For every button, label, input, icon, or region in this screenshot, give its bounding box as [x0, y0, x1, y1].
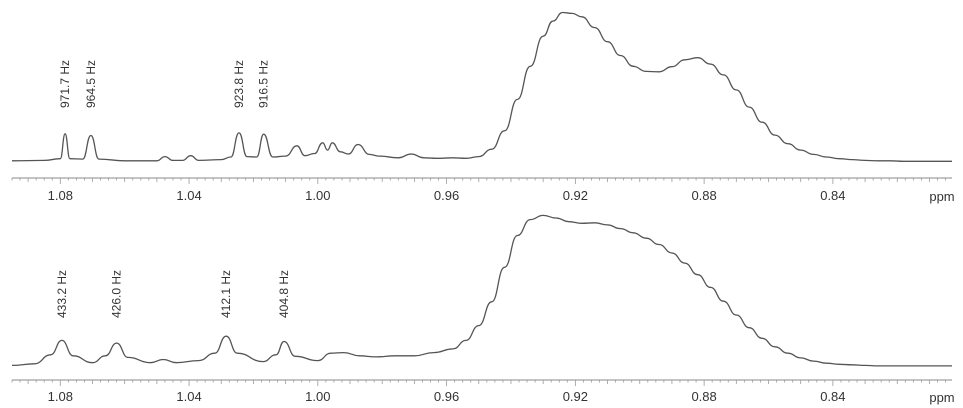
peak-frequency-label: 404.8 Hz	[277, 270, 291, 318]
tick-label: 0.84	[820, 389, 845, 404]
tick-label: 1.04	[176, 389, 201, 404]
tick-label: 0.92	[563, 389, 588, 404]
spectrum-line	[11, 214, 952, 367]
peak-frequency-label: 923.8 Hz	[232, 60, 246, 108]
tick-label: 0.84	[820, 188, 845, 203]
tick-label: 1.00	[305, 389, 330, 404]
tick-label: 1.04	[176, 188, 201, 203]
lower-spectrum-panel: 1.08 1.04 1.00 0.96 0.92 0.88 0.84 ppm 433.2 Hz 4…	[11, 214, 955, 405]
peak-frequency-label: 964.5 Hz	[84, 60, 98, 108]
tick-label: 1.08	[48, 188, 73, 203]
peak-frequency-label: 971.7 Hz	[58, 60, 72, 108]
tick-label: 0.96	[434, 389, 459, 404]
tick-label: 0.88	[691, 389, 716, 404]
peak-frequency-label: 433.2 Hz	[55, 270, 69, 318]
peak-frequency-label: 412.1 Hz	[219, 270, 233, 318]
tick-label: 1.00	[305, 188, 330, 203]
peak-frequency-label: 426.0 Hz	[110, 270, 124, 318]
tick-label: 0.92	[563, 188, 588, 203]
tick-label: 0.96	[434, 188, 459, 203]
x-axis-unit-label: ppm	[929, 390, 954, 405]
peak-frequency-label: 916.5 Hz	[257, 60, 271, 108]
tick-label: 1.08	[48, 389, 73, 404]
tick-label: 0.88	[691, 188, 716, 203]
x-axis-unit-label: ppm	[929, 189, 954, 204]
spectrum-line	[11, 11, 952, 162]
upper-spectrum-panel: 1.08 1.04 1.00 0.96 0.92 0.88 0.84 ppm 971.7 Hz 9…	[11, 11, 955, 204]
